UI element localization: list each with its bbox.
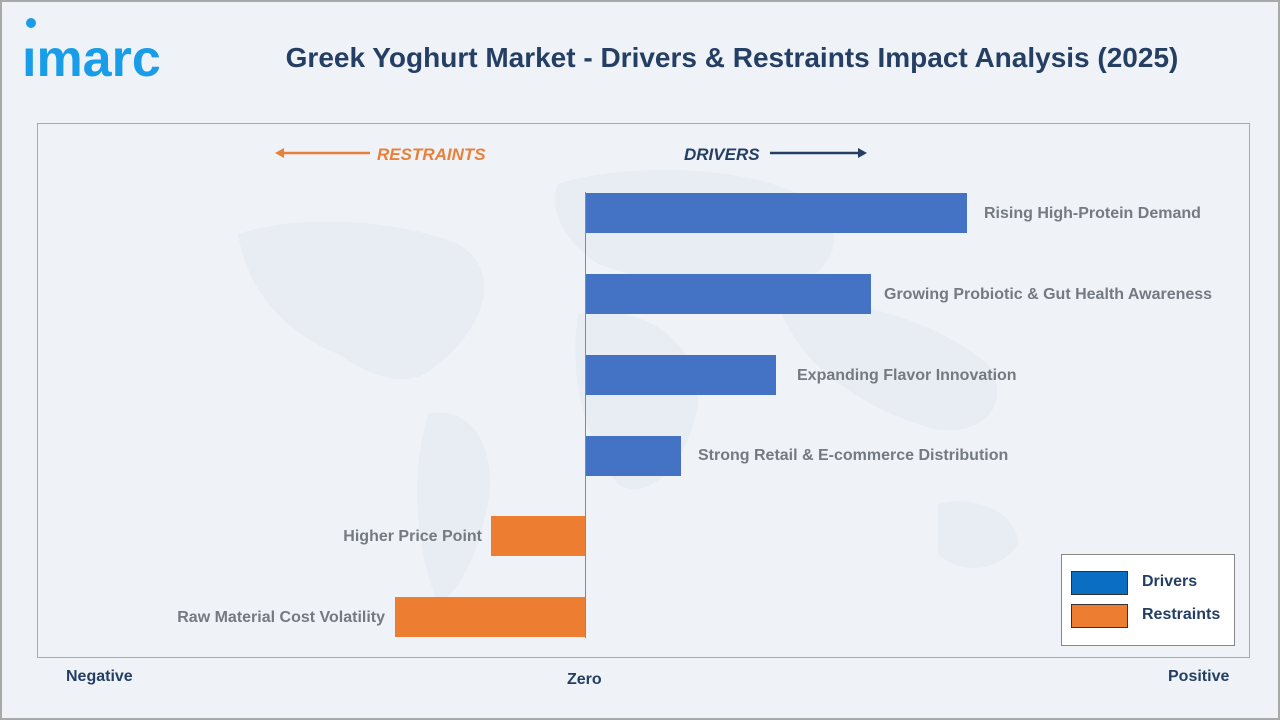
zero-axis-line	[585, 192, 586, 638]
bar-label-driver-3: Expanding Flavor Innovation	[797, 367, 1017, 384]
page-title: Greek Yoghurt Market - Drivers & Restrai…	[285, 42, 1179, 73]
axis-label-zero: Zero	[567, 671, 602, 688]
drivers-arrow-icon	[770, 148, 867, 158]
bar-label-driver-2: Growing Probiotic & Gut Health Awareness	[884, 286, 1213, 303]
legend-label-restraints: Restraints	[1142, 606, 1221, 623]
bar-label-driver-4: Strong Retail & E-commerce Distribution	[698, 447, 1009, 464]
bar-restraint-2	[395, 597, 585, 637]
bar-driver-1	[586, 193, 967, 233]
bar-restraint-1	[491, 516, 585, 556]
imarc-logo: ımarc	[22, 18, 161, 86]
axis-label-negative: Negative	[66, 668, 133, 685]
bar-driver-4	[586, 436, 681, 476]
bar-label-driver-1: Rising High-Protein Demand	[984, 205, 1201, 222]
legend-swatch-drivers	[1071, 571, 1128, 595]
chart-legend: Drivers Restraints	[1061, 554, 1235, 646]
axis-label-positive: Positive	[1168, 668, 1230, 685]
legend-swatch-restraints	[1071, 604, 1128, 628]
bar-driver-2	[586, 274, 871, 314]
restraints-direction-label: RESTRAINTS	[377, 145, 486, 164]
restraints-arrow-icon	[275, 148, 370, 158]
bar-driver-3	[586, 355, 776, 395]
bar-label-restraint-2: Raw Material Cost Volatility	[177, 609, 385, 626]
bar-label-restraint-1: Higher Price Point	[343, 528, 482, 545]
svg-text:ımarc: ımarc	[22, 30, 161, 86]
legend-label-drivers: Drivers	[1142, 573, 1198, 590]
drivers-direction-label: DRIVERS	[684, 145, 760, 164]
